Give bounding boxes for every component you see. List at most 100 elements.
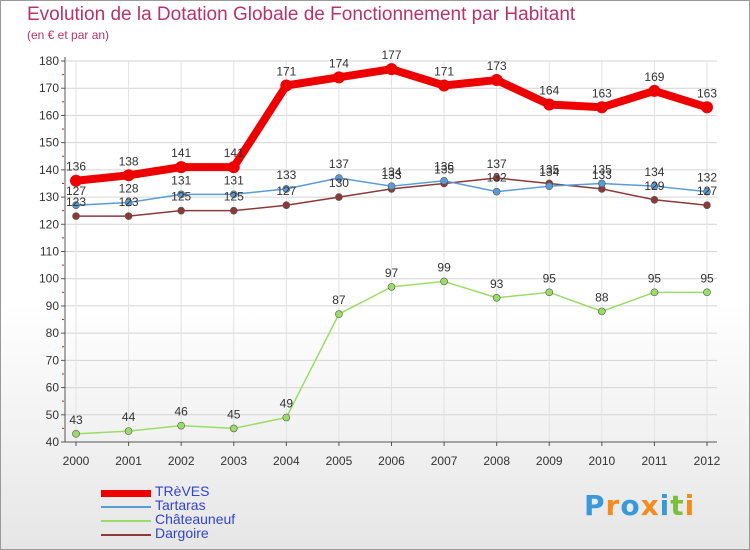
data-label: 127 [276, 184, 296, 198]
y-tick-label: 60 [46, 381, 60, 395]
data-point [124, 427, 133, 435]
data-label: 128 [119, 182, 139, 196]
data-point [124, 212, 133, 220]
y-tick-label: 100 [39, 272, 59, 286]
x-tick-label: 2006 [378, 454, 405, 468]
data-label: 131 [224, 173, 244, 187]
x-tick-label: 2010 [588, 454, 615, 468]
data-point [703, 201, 711, 210]
legend-label: Châteauneuf [155, 511, 236, 527]
x-tick-label: 2004 [273, 454, 300, 468]
data-point [177, 421, 185, 430]
data-label: 141 [224, 146, 244, 160]
data-label: 95 [543, 271, 557, 285]
data-point [72, 430, 80, 438]
y-tick-label: 180 [39, 54, 59, 68]
y-tick-label: 160 [39, 108, 59, 122]
data-label: 45 [227, 407, 241, 421]
legend-swatch [101, 506, 151, 508]
data-label: 133 [592, 168, 612, 182]
data-label: 49 [280, 397, 294, 411]
y-tick-label: 110 [40, 245, 59, 259]
data-point [72, 201, 80, 210]
logo-letter: x [640, 489, 660, 522]
x-tick-label: 2000 [63, 454, 90, 468]
data-label: 173 [487, 59, 507, 73]
data-label: 43 [69, 413, 83, 427]
data-point [387, 283, 396, 291]
data-point [703, 288, 711, 297]
data-label: 136 [434, 160, 454, 174]
data-point [72, 212, 80, 220]
data-label: 123 [66, 195, 86, 209]
data-point [703, 187, 711, 196]
data-label: 137 [487, 157, 507, 171]
logo-letter: t [670, 489, 685, 522]
data-point [335, 193, 343, 201]
logo-letter: r [605, 489, 621, 522]
data-point [438, 79, 451, 92]
data-point [701, 101, 713, 114]
data-point [440, 176, 448, 185]
data-point [650, 195, 659, 204]
chart-subtitle: (en € et par an) [27, 28, 110, 42]
data-label: 97 [385, 266, 399, 280]
data-label: 134 [644, 165, 664, 179]
data-point [229, 190, 238, 199]
logo-letter: i [684, 489, 696, 522]
data-label: 127 [66, 184, 86, 198]
data-point [280, 79, 293, 92]
data-label: 137 [329, 157, 349, 171]
data-label: 88 [595, 290, 609, 304]
data-label: 95 [648, 271, 662, 285]
data-label: 131 [171, 173, 191, 187]
data-point [545, 182, 554, 190]
data-point [598, 307, 606, 316]
data-label: 135 [434, 162, 454, 176]
x-tick-label: 2012 [694, 454, 721, 468]
data-label: 127 [697, 184, 717, 198]
data-point [332, 71, 345, 84]
data-point [282, 413, 291, 422]
data-point [229, 424, 238, 433]
data-label: 87 [332, 293, 346, 307]
y-tick-label: 70 [46, 353, 60, 367]
data-label: 125 [224, 190, 244, 204]
y-tick-label: 80 [46, 326, 60, 340]
data-label: 123 [119, 195, 139, 209]
x-tick-label: 2002 [168, 454, 195, 468]
data-label: 133 [381, 168, 401, 182]
data-point [650, 288, 659, 297]
data-label: 171 [276, 64, 296, 78]
legend-swatch [101, 520, 151, 522]
data-label: 130 [329, 176, 349, 190]
data-label: 164 [539, 84, 559, 98]
y-tick-label: 120 [39, 217, 59, 231]
data-point [177, 190, 185, 199]
data-point [335, 174, 343, 182]
data-label: 174 [329, 56, 349, 70]
x-tick-label: 2009 [536, 454, 563, 468]
data-point [227, 161, 240, 174]
data-point [229, 206, 238, 215]
data-label: 141 [171, 146, 191, 160]
x-tick-label: 2005 [326, 454, 353, 468]
data-label: 125 [171, 190, 191, 204]
x-tick-label: 2001 [115, 454, 142, 468]
y-tick-label: 90 [46, 299, 60, 313]
y-tick-label: 170 [39, 81, 59, 95]
legend-label: Dargoire [155, 525, 209, 541]
x-tick-label: 2007 [431, 454, 458, 468]
data-label: 138 [119, 154, 139, 168]
data-label: 135 [592, 162, 612, 176]
data-label: 44 [122, 410, 136, 424]
data-point [335, 310, 343, 318]
data-point [282, 201, 291, 210]
legend-swatch [101, 489, 151, 497]
data-point [70, 174, 82, 187]
legend-label: Tartaras [155, 497, 206, 513]
data-point [543, 98, 556, 111]
data-label: 46 [174, 405, 188, 419]
data-label: 171 [434, 64, 454, 78]
